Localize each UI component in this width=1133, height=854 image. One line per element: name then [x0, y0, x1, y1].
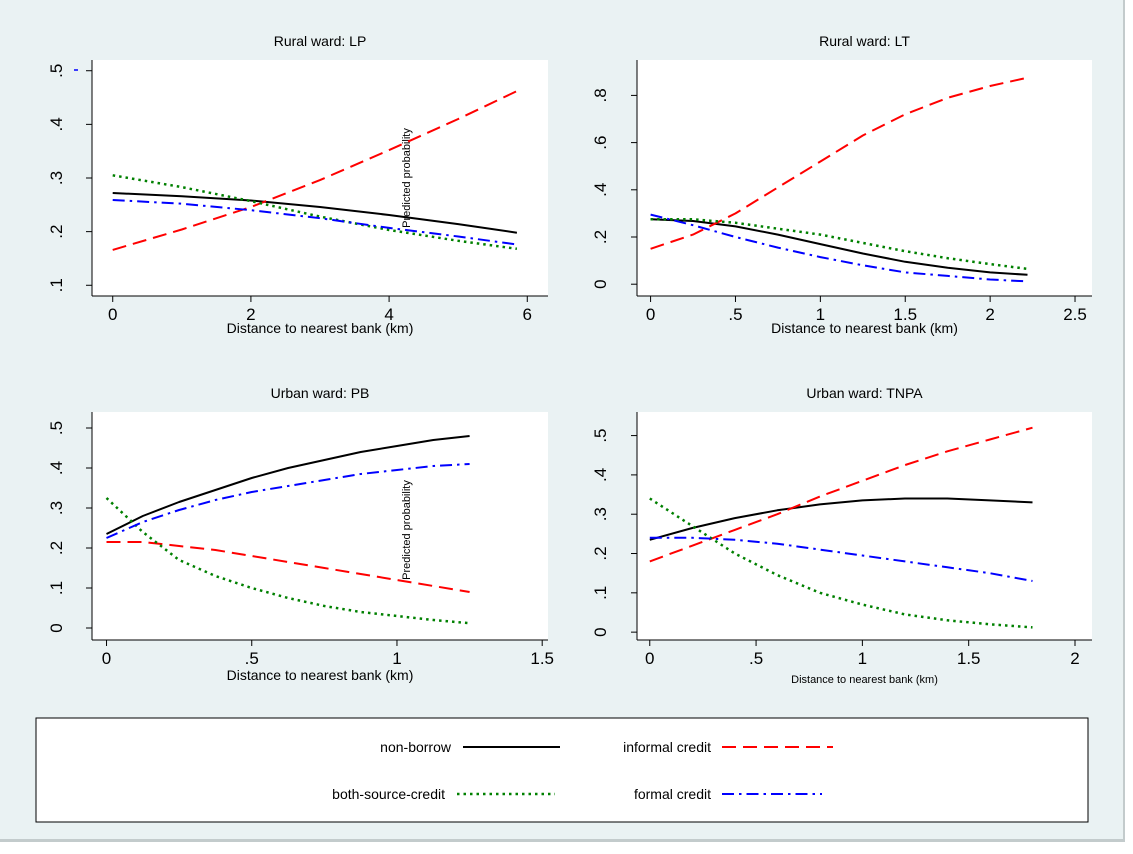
x-tick-label: 1.5 [893, 305, 917, 324]
y-tick-label: .5 [47, 64, 66, 78]
y-tick-label: .3 [47, 171, 66, 185]
series-line-informal-credit [112, 90, 518, 251]
series-line-informal-credit [106, 541, 470, 593]
legend-label-non-borrow: non-borrow [380, 739, 452, 755]
panel-title: Urban ward: TNPA [806, 385, 923, 401]
panel-3: Urban ward: PB 0 .5 1 1.5 Distance to nearest… [47, 385, 554, 683]
series-line-informal-credit [649, 426, 1033, 563]
panel-2: Rural ward: LT 0 .5 1 1.5 2 2.5 Distance to nea… [591, 33, 1092, 336]
x-axis-label: Distance to nearest bank (km) [791, 674, 938, 686]
y-tick-label: .2 [47, 541, 66, 555]
x-tick-label: 0 [108, 305, 117, 324]
series-line-non-borrow [112, 192, 518, 234]
x-tick-label: 1 [816, 305, 825, 324]
plot-area [637, 60, 1092, 296]
y-tick-label: .4 [47, 461, 66, 475]
x-tick-label: 2 [985, 305, 994, 324]
legend: non-borrow informal credit both-source-cre… [35, 717, 1089, 823]
legend-box [35, 717, 1089, 823]
x-tick-label: 0 [646, 305, 655, 324]
series-line-both-source-credit [112, 174, 518, 251]
x-tick-label: 1.5 [530, 649, 554, 668]
y-tick-label: .4 [591, 183, 610, 197]
x-axis-label: Distance to nearest bank (km) [227, 667, 414, 683]
panel-1: Rural ward: LP 0 2 4 6 Distance to nearest ba… [47, 33, 548, 336]
panel-4: Urban ward: TNPA 0 .5 1 1.5 2 Distance to near… [591, 385, 1092, 686]
y-tick-label: .4 [47, 117, 66, 131]
plot-area [92, 60, 548, 296]
x-axis-label: Distance to nearest bank (km) [227, 320, 414, 336]
y-tick-label: .5 [47, 421, 66, 435]
y-tick-label: .2 [591, 546, 610, 560]
x-tick-label: 2 [1070, 649, 1079, 668]
x-tick-label: 1 [858, 649, 867, 668]
series-line-formal-credit [106, 463, 470, 539]
x-tick-label: 4 [384, 305, 393, 324]
plot-area [92, 412, 548, 640]
y-tick-label: 0 [591, 279, 610, 288]
x-tick-label: 2 [246, 305, 255, 324]
y-tick-label: .5 [591, 428, 610, 442]
x-tick-label: 1.5 [957, 649, 981, 668]
legend-label-informal-credit: informal credit [623, 739, 711, 755]
legend-label-both-source-credit: both-source-credit [332, 786, 445, 802]
y-axis-label: Predicted probability [401, 480, 413, 580]
x-axis-label: Distance to nearest bank (km) [771, 320, 958, 336]
x-tick-label: 2.5 [1063, 305, 1087, 324]
y-tick-label: .1 [591, 586, 610, 600]
series-line-both-source-credit [105, 497, 470, 625]
y-axis-label: Predicted probability [401, 128, 413, 228]
y-tick-label: .1 [47, 581, 66, 595]
plot-area [637, 412, 1092, 640]
y-tick-label: .8 [591, 88, 610, 102]
x-tick-label: .5 [245, 649, 259, 668]
panel-title: Rural ward: LT [819, 33, 910, 49]
series-line-formal-credit [112, 199, 518, 246]
x-tick-label: 0 [102, 649, 111, 668]
x-tick-label: .5 [749, 649, 763, 668]
y-tick-label: .3 [591, 507, 610, 521]
x-tick-label: 0 [645, 649, 654, 668]
x-tick-label: .5 [728, 305, 742, 324]
y-tick-label: .2 [591, 230, 610, 244]
panel-title: Urban ward: PB [271, 385, 370, 401]
series-line-formal-credit [649, 536, 1033, 582]
y-tick-label: .4 [591, 468, 610, 482]
series-line-formal-credit [650, 213, 1028, 283]
panel-title: Rural ward: LP [274, 33, 367, 49]
y-tick-label: .6 [591, 136, 610, 150]
y-tick-label: .2 [47, 225, 66, 239]
series-line-informal-credit [650, 76, 1028, 250]
x-tick-label: 1 [392, 649, 401, 668]
y-tick-label: .3 [47, 501, 66, 515]
y-tick-label: 0 [591, 627, 610, 636]
series-line-non-borrow [106, 435, 470, 535]
legend-label-formal-credit: formal credit [634, 786, 711, 802]
x-tick-label: 6 [523, 305, 532, 324]
series-line-non-borrow [649, 497, 1033, 541]
y-tick-label: 0 [47, 623, 66, 632]
y-tick-label: .1 [47, 278, 66, 292]
